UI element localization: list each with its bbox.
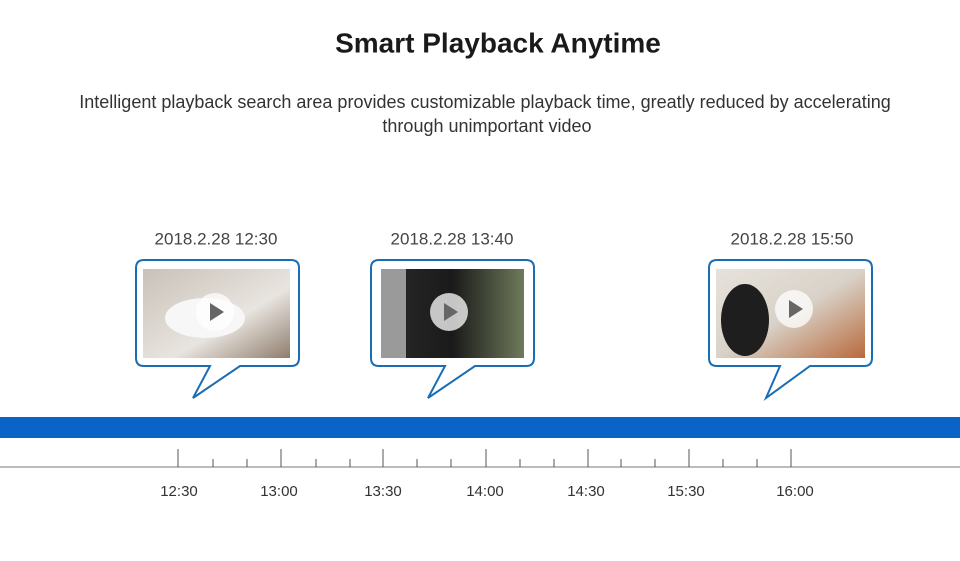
play-icon xyxy=(789,300,803,318)
play-icon xyxy=(444,303,458,321)
timeline-label: 14:00 xyxy=(466,483,504,500)
subtitle-line: through unimportant video xyxy=(382,116,591,136)
timeline-label: 12:30 xyxy=(160,483,198,500)
thumbnail-door xyxy=(381,269,406,358)
subtitle-line: Intelligent playback search area provide… xyxy=(79,92,890,112)
timeline-ticks xyxy=(177,449,792,467)
timeline-label: 16:00 xyxy=(776,483,814,500)
clip-timestamp: 2018.2.28 13:40 xyxy=(391,229,514,248)
thumbnail-subject xyxy=(721,284,769,356)
timeline-label: 13:30 xyxy=(364,483,402,500)
title: Smart Playback Anytime xyxy=(335,27,661,58)
clip-timestamp: 2018.2.28 12:30 xyxy=(155,229,278,248)
timeline-label: 14:30 xyxy=(567,483,605,500)
timeline-bar xyxy=(0,417,960,438)
clip-timestamp: 2018.2.28 15:50 xyxy=(731,229,854,248)
timeline-label: 15:30 xyxy=(667,483,705,500)
timeline-label: 13:00 xyxy=(260,483,298,500)
play-icon xyxy=(210,303,224,321)
